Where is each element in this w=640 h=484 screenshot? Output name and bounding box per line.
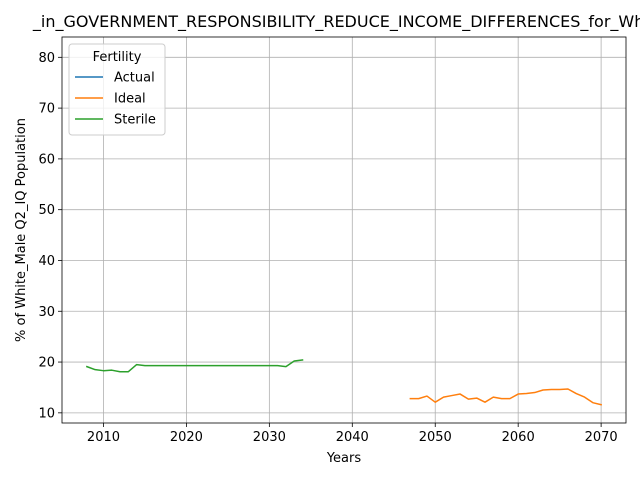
y-tick-label: 30 bbox=[38, 305, 55, 320]
legend-label-actual: Actual bbox=[114, 71, 155, 86]
y-tick-label: 40 bbox=[38, 254, 55, 269]
axes-frame bbox=[61, 36, 627, 424]
series-line-ideal bbox=[409, 388, 603, 406]
y-tick-label: 60 bbox=[38, 152, 55, 167]
x-tick-label: 2010 bbox=[87, 430, 120, 445]
y-tick-label: 10 bbox=[38, 406, 55, 421]
y-tick-label: 50 bbox=[38, 203, 55, 218]
chart-title: _in_GOVERNMENT_RESPONSIBILITY_REDUCE_INC… bbox=[32, 12, 640, 32]
x-tick-label: 2070 bbox=[585, 430, 618, 445]
y-tick-label: 80 bbox=[38, 51, 55, 66]
axis-ticks: 2010 2020 2030 2040 2050 2060 2070102030405060… bbox=[38, 51, 617, 445]
series-line-sterile bbox=[85, 359, 304, 373]
x-tick-label: 2020 bbox=[170, 430, 203, 445]
grid bbox=[62, 37, 626, 423]
plot-series bbox=[85, 359, 603, 406]
x-tick-label: 2040 bbox=[336, 430, 369, 445]
legend-title: Fertility bbox=[93, 50, 142, 65]
legend-entries: Actual Ideal Sterile bbox=[75, 71, 156, 128]
x-tick-label: 2050 bbox=[419, 430, 452, 445]
y-tick-label: 20 bbox=[38, 356, 55, 371]
legend-label-sterile: Sterile bbox=[114, 113, 156, 128]
y-tick-label: 70 bbox=[38, 102, 55, 117]
x-tick-label: 2060 bbox=[502, 430, 535, 445]
legend-label-ideal: Ideal bbox=[114, 92, 146, 107]
y-axis-label: % of White_Male Q2_IQ Population bbox=[14, 118, 29, 342]
legend-box bbox=[68, 43, 166, 136]
legend: Fertility Actual Ideal Sterile bbox=[68, 43, 166, 136]
x-tick-label: 2030 bbox=[253, 430, 286, 445]
x-axis-label: Years bbox=[326, 451, 362, 466]
